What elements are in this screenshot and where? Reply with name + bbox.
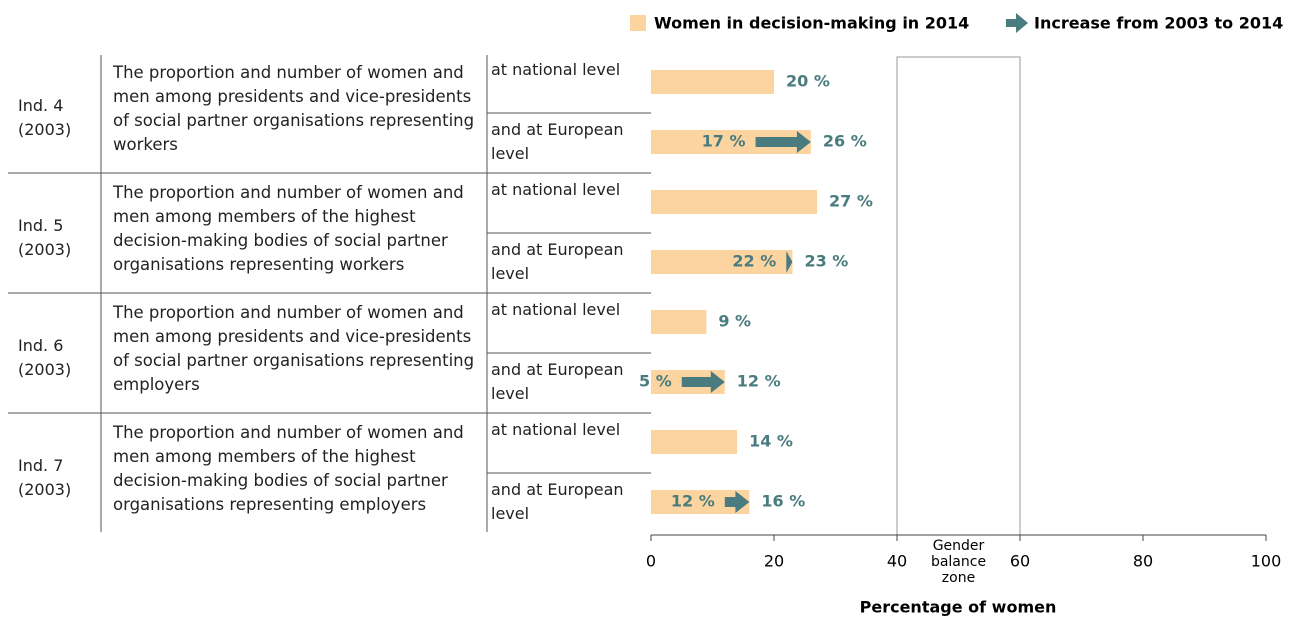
description: The proportion and number of women and m…	[113, 63, 475, 154]
bar	[651, 430, 738, 454]
x-tick-label: 0	[646, 552, 656, 571]
value-label: 22 %	[732, 252, 776, 271]
value-label: 14 %	[749, 432, 793, 451]
legend-arrow	[1006, 13, 1028, 33]
description: The proportion and number of women and m…	[113, 303, 475, 394]
value-label: 12 %	[671, 492, 715, 511]
x-axis-label: Percentage of women	[860, 598, 1057, 617]
increase-arrow	[755, 131, 811, 153]
legend-label: Increase from 2003 to 2014	[1034, 14, 1283, 33]
value-label: 9 %	[718, 312, 751, 331]
indicator-year: (2003)	[18, 360, 72, 379]
increase-arrow	[786, 251, 793, 273]
level: at national level	[491, 420, 621, 439]
increase-arrow	[681, 371, 725, 393]
x-tick-label: 20	[764, 552, 784, 571]
value-label: 26 %	[823, 132, 867, 151]
indicator-year: (2003)	[18, 120, 72, 139]
legend-swatch	[630, 15, 646, 31]
value-label: 27 %	[829, 192, 873, 211]
level: and at European level	[491, 240, 624, 283]
bar	[651, 250, 793, 274]
indicator: Ind. 7	[18, 456, 64, 475]
legend-label: Women in decision-making in 2014	[654, 14, 969, 33]
description: The proportion and number of women and m…	[113, 183, 464, 274]
x-tick-label: 60	[1010, 552, 1030, 571]
indicator-year: (2003)	[18, 240, 72, 259]
value-label: 5 %	[639, 372, 672, 391]
level: at national level	[491, 300, 621, 319]
value-label: 23 %	[804, 252, 848, 271]
description: The proportion and number of women and m…	[113, 423, 464, 514]
balance-zone	[896, 56, 1021, 536]
x-tick-label: 100	[1251, 552, 1282, 571]
bar	[651, 310, 707, 334]
value-label: 20 %	[786, 72, 830, 91]
level: and at European level	[491, 480, 624, 523]
indicator-year: (2003)	[18, 480, 72, 499]
value-label: 12 %	[737, 372, 781, 391]
level: at national level	[491, 60, 621, 79]
balance-zone-label: Gender balance zone	[931, 538, 986, 586]
value-label: 16 %	[761, 492, 805, 511]
x-tick-label: 80	[1133, 552, 1153, 571]
x-tick-label: 40	[887, 552, 907, 571]
bar	[651, 190, 818, 214]
level: and at European level	[491, 360, 624, 403]
level: and at European level	[491, 120, 624, 163]
value-label: 17 %	[702, 132, 746, 151]
level: at national level	[491, 180, 621, 199]
increase-arrow	[724, 491, 750, 513]
indicator: Ind. 4	[18, 96, 64, 115]
indicator: Ind. 6	[18, 336, 64, 355]
bar	[651, 70, 774, 94]
indicator: Ind. 5	[18, 216, 64, 235]
